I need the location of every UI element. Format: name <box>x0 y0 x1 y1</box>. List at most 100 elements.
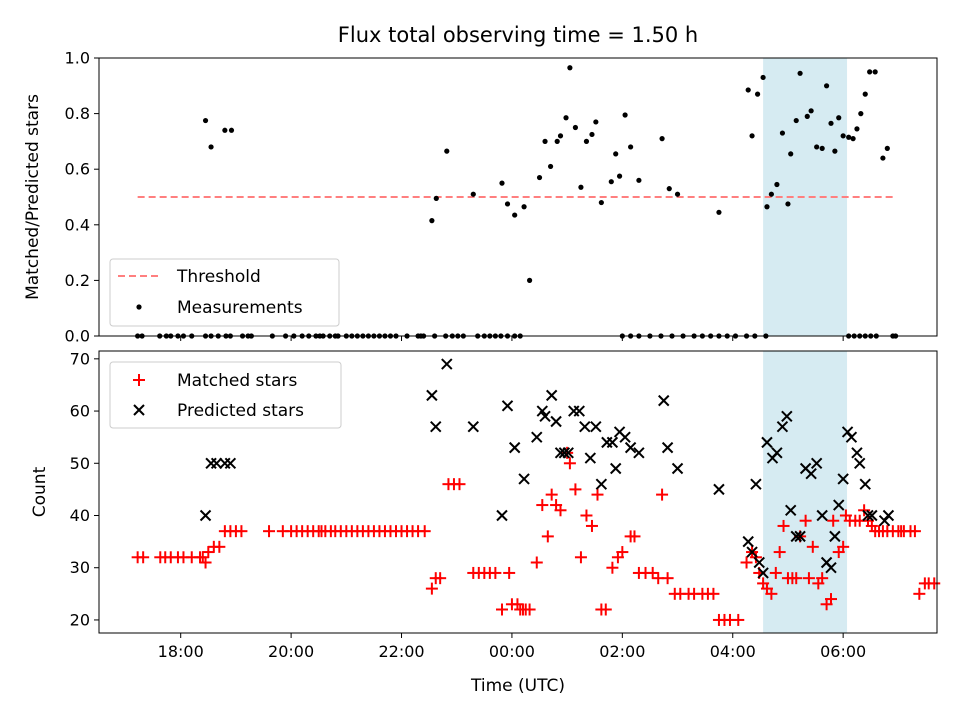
matched-star-marker <box>606 561 619 574</box>
matched-star-marker <box>827 514 840 527</box>
predicted-star-marker <box>426 389 438 402</box>
predicted-star-marker <box>750 478 762 490</box>
measurement-point <box>716 209 722 215</box>
predicted-star-marker <box>467 421 479 433</box>
measurement-point <box>542 138 548 144</box>
bot-y-tick-label: 40 <box>70 506 90 525</box>
measurement-point <box>547 163 554 170</box>
predicted-star-marker <box>862 509 874 522</box>
measurement-point <box>554 138 560 144</box>
matched-star-marker <box>740 556 753 569</box>
matched-star-marker <box>545 488 558 501</box>
matched-star-marker <box>495 603 508 616</box>
x-tick-label: 00:00 <box>489 642 535 661</box>
top-y-tick-label: 1.0 <box>65 49 90 68</box>
measurement-point <box>768 191 774 197</box>
predicted-star-marker <box>219 457 231 469</box>
predicted-star-marker <box>224 457 237 469</box>
measurement-point <box>832 148 838 154</box>
predicted-star-marker <box>531 431 543 443</box>
measurement-point <box>804 113 810 119</box>
measurement-point <box>797 70 803 76</box>
predicted-star-marker <box>590 421 602 433</box>
predicted-star-marker <box>568 405 580 417</box>
measurement-point <box>202 117 209 124</box>
predicted-star-marker <box>757 567 769 579</box>
predicted-star-marker <box>790 530 802 543</box>
predicted-star-marker <box>805 468 817 480</box>
measurement-point <box>504 201 511 207</box>
matched-star-marker <box>199 556 212 569</box>
matched-star-marker <box>799 514 812 527</box>
measurement-point <box>819 145 825 151</box>
matched-star-marker <box>574 551 587 564</box>
predicted-star-marker <box>610 462 622 475</box>
measurement-point <box>572 124 579 131</box>
measurement-point <box>208 144 214 150</box>
bottom-legend: Matched stars Predicted stars <box>109 361 342 429</box>
measurement-point <box>499 180 505 186</box>
measurement-point <box>764 204 770 210</box>
bottom-panel: 18:00 20:00 22:00 00:00 02:00 04:00 06:00 20 30 4… <box>30 349 941 661</box>
predicted-star-marker <box>816 509 828 522</box>
measurement-point <box>512 212 518 218</box>
matched-star-marker <box>196 551 209 564</box>
measurement-point <box>228 127 235 133</box>
matched-star-marker <box>769 566 782 579</box>
matched-star-marker <box>732 613 745 626</box>
matched-star-marker <box>628 530 641 543</box>
predicted-star-marker <box>761 436 773 449</box>
matched-star-marker <box>418 525 431 538</box>
measurement-point <box>823 83 830 89</box>
predicted-star-marker <box>619 431 631 443</box>
measurement-point <box>779 130 786 136</box>
predicted-star-marker <box>430 421 442 433</box>
measurement-point <box>429 218 435 224</box>
predicted-star-marker <box>742 535 754 548</box>
predicted-star-marker <box>837 473 849 485</box>
measurement-point <box>666 186 672 192</box>
predicted-star-marker <box>833 499 845 511</box>
predicted-star-marker <box>825 562 837 574</box>
predicted-star-marker <box>882 509 895 522</box>
measurement-point <box>774 181 780 188</box>
measurement-point <box>793 117 799 124</box>
measurement-point <box>622 112 628 118</box>
matched-star-marker <box>599 603 612 616</box>
matched-star-marker <box>453 478 466 491</box>
matched-star-marker <box>523 603 536 616</box>
matched-star-marker <box>137 551 150 564</box>
x-tick-label: 04:00 <box>710 642 756 661</box>
predicted-star-marker <box>441 358 453 370</box>
predicted-star-marker <box>746 546 758 558</box>
matched-star-marker <box>511 598 524 611</box>
predicted-star-marker <box>776 421 789 433</box>
measurement-point <box>616 173 623 179</box>
top-y-tick-label: 0.0 <box>65 327 90 346</box>
measurement-point <box>589 131 595 138</box>
x-axis-label: Time (UTC) <box>470 676 565 696</box>
measurement-point <box>583 138 590 144</box>
legend-matched-swatch <box>133 374 145 386</box>
predicted-star-marker <box>829 530 841 543</box>
bot-y-tick-label: 20 <box>70 610 90 629</box>
measurement-point <box>578 184 584 190</box>
predicted-star-marker <box>573 405 585 417</box>
predicted-star-marker <box>550 415 562 428</box>
x-tick-label: 22:00 <box>378 642 424 661</box>
matched-star-marker <box>790 572 803 585</box>
matched-star-marker <box>616 546 629 559</box>
predicted-star-marker <box>562 447 574 459</box>
predicted-star-marker <box>794 530 806 543</box>
predicted-star-marker <box>545 389 558 402</box>
matched-star-marker <box>489 566 502 579</box>
measurement-point <box>593 119 599 125</box>
legend-measurements-label: Measurements <box>177 298 303 318</box>
measurement-point <box>814 144 820 150</box>
matched-star-marker <box>765 587 778 600</box>
measurement-point <box>808 108 814 114</box>
predicted-star-marker <box>771 447 783 459</box>
top-y-tick-label: 0.6 <box>65 160 90 179</box>
measurement-point <box>674 191 681 197</box>
